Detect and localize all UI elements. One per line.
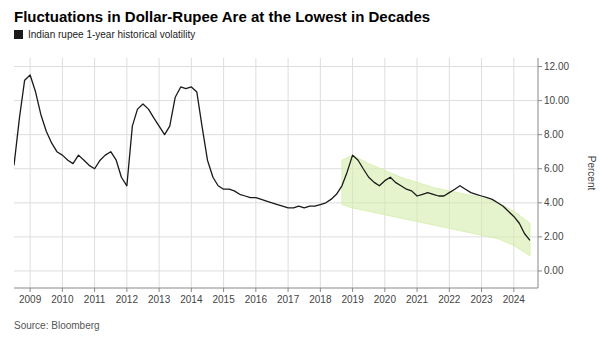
x-tick-label: 2015 (212, 294, 235, 305)
x-tick-label: 2010 (51, 294, 74, 305)
x-tick-label: 2022 (438, 294, 461, 305)
grid-line (191, 58, 192, 288)
grid-line (449, 58, 450, 288)
x-tick-label: 2012 (116, 294, 139, 305)
x-tick (223, 288, 224, 292)
grid-line (159, 58, 160, 288)
grid-line (14, 134, 538, 135)
plot-area (14, 75, 530, 256)
x-tick-label: 2018 (309, 294, 332, 305)
x-tick (449, 288, 450, 292)
grid-line (288, 58, 289, 288)
chart: Fluctuations in Dollar-Rupee Are at the … (0, 0, 600, 337)
x-tick (417, 288, 418, 292)
y-tick-label: 0.00 (544, 265, 564, 276)
y-tick-label: 12.00 (544, 61, 569, 72)
y-tick (538, 236, 542, 237)
grid-line (417, 58, 418, 288)
x-tick-label: 2014 (180, 294, 203, 305)
grid (14, 58, 538, 288)
x-tick (62, 288, 63, 292)
grid-line (513, 58, 514, 288)
x-tick (352, 288, 353, 292)
y-tick-label: 10.00 (544, 95, 569, 106)
y-tick-label: 4.00 (544, 197, 564, 208)
x-tick (513, 288, 514, 292)
y-tick (538, 202, 542, 203)
line (14, 75, 530, 240)
x-tick-label: 2023 (470, 294, 493, 305)
title: Fluctuations in Dollar-Rupee Are at the … (14, 8, 430, 25)
y-tick (538, 168, 542, 169)
x-tick (94, 288, 95, 292)
grid-line (14, 100, 538, 101)
legend: Indian rupee 1-year historical volatilit… (14, 29, 195, 40)
x-tick (320, 288, 321, 292)
grid-line (320, 58, 321, 288)
y-tick (538, 66, 542, 67)
x-tick-label: 2024 (503, 294, 526, 305)
x-tick (255, 288, 256, 292)
y-axis-line (538, 58, 539, 288)
grid-line (481, 58, 482, 288)
grid-line (14, 168, 538, 169)
y-tick-label: 2.00 (544, 231, 564, 242)
y-axis-label: Percent (586, 156, 597, 191)
x-tick (191, 288, 192, 292)
annotation: Source: Bloomberg (14, 320, 100, 331)
x-tick-label: 2019 (341, 294, 364, 305)
y-tick-label: 8.00 (544, 129, 564, 140)
x-tick-label: 2017 (277, 294, 300, 305)
grid-line (62, 58, 63, 288)
grid-line (14, 66, 538, 67)
x-tick (30, 288, 31, 292)
x-tick (288, 288, 289, 292)
x-tick (481, 288, 482, 292)
x-tick-label: 2016 (245, 294, 268, 305)
x-tick (126, 288, 127, 292)
grid-line (223, 58, 224, 288)
y-tick (538, 270, 542, 271)
grid-line (94, 58, 95, 288)
x-tick (384, 288, 385, 292)
x-tick-label: 2009 (19, 294, 42, 305)
grid-line (255, 58, 256, 288)
grid-line (126, 58, 127, 288)
x-tick-label: 2013 (148, 294, 171, 305)
legend-swatch (14, 30, 23, 39)
y-tick (538, 134, 542, 135)
y-tick (538, 100, 542, 101)
x-axis-line (14, 288, 538, 289)
grid-line (30, 58, 31, 288)
y-tick-label: 6.00 (544, 163, 564, 174)
x-tick (159, 288, 160, 292)
x-tick-label: 2011 (84, 294, 106, 305)
x-tick-label: 2020 (374, 294, 397, 305)
x-tick-label: 2021 (406, 294, 429, 305)
grid-line (14, 270, 538, 271)
legend-label: Indian rupee 1-year historical volatilit… (28, 29, 195, 40)
axes: 2009 2010 2011 2012 2013 2014 2015 2016 2017 2018… (14, 58, 569, 305)
grid-line (14, 236, 538, 237)
